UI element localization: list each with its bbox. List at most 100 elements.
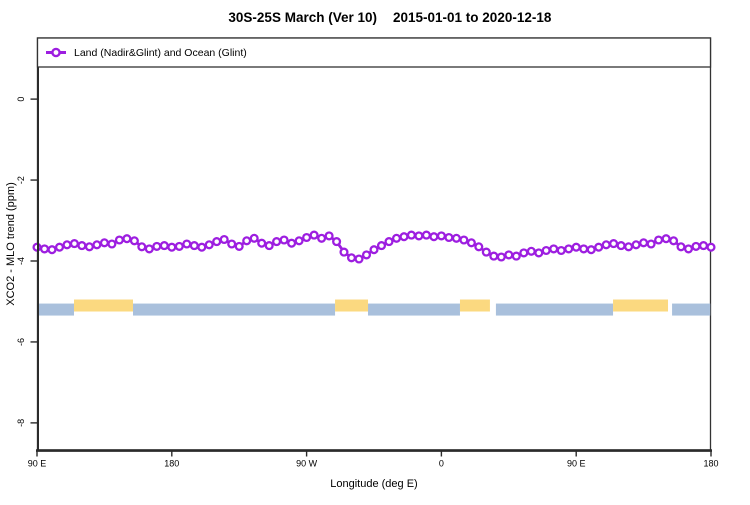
data-point-marker <box>294 236 304 246</box>
data-point-marker <box>549 244 559 254</box>
data-point-marker <box>429 232 439 242</box>
y-tick-label: 0 <box>16 97 26 102</box>
data-point-marker <box>691 241 701 251</box>
data-point-marker <box>77 241 87 251</box>
data-point-marker <box>152 241 162 251</box>
data-point-marker <box>564 244 574 254</box>
data-point-marker <box>669 236 679 246</box>
data-point-marker <box>609 239 619 249</box>
legend-box <box>36 37 712 68</box>
data-point-marker <box>227 239 237 249</box>
data-point-marker <box>114 235 124 245</box>
data-point-marker <box>631 240 641 250</box>
legend: Land (Nadir&Glint) and Ocean (Glint) <box>36 37 712 68</box>
data-point-marker <box>204 240 214 250</box>
x-tick-label: 90 E <box>28 459 47 469</box>
data-point-marker <box>107 239 117 249</box>
data-point-marker <box>579 244 589 254</box>
data-point-marker <box>361 250 372 260</box>
data-point-marker <box>369 245 379 255</box>
y-tick-label: -6 <box>16 338 26 346</box>
data-point-marker <box>466 238 476 248</box>
data-point-marker <box>451 233 461 243</box>
data-point-marker <box>302 232 312 243</box>
surface-type-band <box>37 299 711 316</box>
data-point-marker <box>676 242 686 252</box>
data-point-marker <box>601 240 611 250</box>
data-point-marker <box>541 245 551 256</box>
data-point-marker <box>534 248 544 258</box>
data-point-marker <box>571 242 581 252</box>
data-point-marker <box>137 242 147 252</box>
y-axis-label: XCO2 - MLO trend (ppm) <box>5 182 17 305</box>
data-point-marker <box>47 245 57 255</box>
data-point-marker <box>159 241 169 251</box>
band-segment-ocean <box>133 303 336 316</box>
data-point-marker <box>444 232 454 243</box>
data-point-marker <box>646 239 656 249</box>
data-point-marker <box>391 233 402 243</box>
data-point-marker <box>526 246 536 256</box>
x-tick-label: 180 <box>703 459 718 469</box>
data-point-marker <box>39 244 50 254</box>
data-point-marker <box>511 251 521 261</box>
data-point-marker <box>661 234 671 244</box>
data-point-marker <box>249 233 259 243</box>
data-point-marker <box>624 242 634 252</box>
band-segment-land <box>613 299 669 312</box>
x-tick-label: 90 W <box>296 459 318 469</box>
data-point-marker <box>62 240 72 250</box>
data-point-marker <box>519 248 529 258</box>
x-tick-label: 0 <box>439 459 444 469</box>
data-point-marker <box>84 242 94 252</box>
data-point-marker <box>414 231 424 241</box>
data-point-marker <box>332 237 342 247</box>
data-point-marker <box>257 238 267 248</box>
x-tick-label: 90 E <box>567 459 586 469</box>
data-point-marker <box>399 232 409 242</box>
data-point-marker <box>654 235 664 245</box>
data-point-marker <box>504 250 514 260</box>
data-point-marker <box>272 237 282 247</box>
data-point-marker <box>264 241 274 251</box>
data-point-marker <box>346 253 357 263</box>
data-point-marker <box>122 234 132 244</box>
data-point-marker <box>174 241 184 251</box>
legend-marker-icon <box>46 47 66 58</box>
data-point-marker <box>474 242 484 252</box>
data-point-marker <box>616 241 626 251</box>
data-point-marker <box>99 238 109 248</box>
x-tick-label: 180 <box>164 459 179 469</box>
y-tick-label: -4 <box>16 257 26 265</box>
data-point-marker <box>376 241 387 251</box>
band-segment-land <box>459 299 490 312</box>
data-point-marker <box>339 247 349 257</box>
data-point-marker <box>639 238 649 248</box>
data-point-marker <box>481 247 491 257</box>
y-tick-label: -8 <box>16 419 26 427</box>
band-segment-land <box>335 299 369 312</box>
band-segment-ocean <box>37 303 74 316</box>
data-point-marker <box>459 235 469 245</box>
data-point-marker <box>182 239 192 249</box>
y-axis-ticks: 0 -2 -4 -6 -8 <box>16 97 37 427</box>
data-point-marker <box>421 230 431 240</box>
data-point-marker <box>406 230 416 240</box>
data-point-marker <box>594 242 604 252</box>
data-curve <box>32 230 716 264</box>
y-tick-label: -2 <box>16 176 26 184</box>
data-point-marker <box>144 244 154 254</box>
data-point-marker <box>219 234 229 245</box>
x-axis-label: Longitude (deg E) <box>330 478 417 490</box>
data-point-marker <box>317 233 327 243</box>
data-point-marker <box>354 254 364 264</box>
x-axis-ticks: 90 E 180 90 W 0 90 E 180 <box>28 450 719 469</box>
data-point-marker <box>212 237 222 247</box>
data-point-marker <box>324 231 334 241</box>
data-point-marker <box>189 241 199 251</box>
data-point-marker <box>129 236 139 246</box>
chart-title-right: 2015-01-01 to 2020-12-18 <box>393 10 552 25</box>
data-point-marker <box>234 241 244 251</box>
data-point-marker <box>698 241 709 251</box>
